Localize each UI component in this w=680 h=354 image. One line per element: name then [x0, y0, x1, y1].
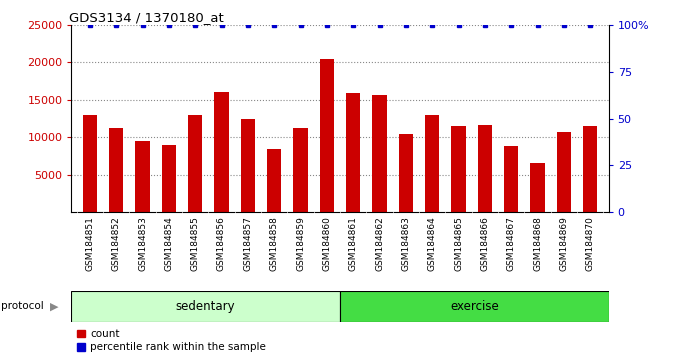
Bar [162, 145, 176, 212]
Text: protocol: protocol [1, 301, 44, 311]
Text: GSM184869: GSM184869 [560, 216, 568, 271]
Legend: count, percentile rank within the sample: count, percentile rank within the sample [77, 329, 266, 352]
Text: GSM184856: GSM184856 [217, 216, 226, 271]
Bar [425, 115, 439, 212]
Text: GSM184861: GSM184861 [349, 216, 358, 271]
Bar [398, 135, 413, 212]
Bar [340, 291, 609, 322]
Bar [71, 291, 340, 322]
Text: GSM184863: GSM184863 [401, 216, 410, 271]
Text: GSM184852: GSM184852 [112, 216, 120, 271]
Text: GSM184865: GSM184865 [454, 216, 463, 271]
Bar [557, 132, 571, 212]
Text: GSM184868: GSM184868 [533, 216, 542, 271]
Text: GSM184860: GSM184860 [322, 216, 331, 271]
Bar [109, 129, 123, 212]
Text: exercise: exercise [450, 300, 498, 313]
Text: GDS3134 / 1370180_at: GDS3134 / 1370180_at [69, 11, 224, 24]
Bar [320, 58, 334, 212]
Bar [372, 95, 387, 212]
Text: GSM184855: GSM184855 [190, 216, 200, 271]
Bar [241, 119, 255, 212]
Text: GSM184853: GSM184853 [138, 216, 147, 271]
Bar [452, 126, 466, 212]
Text: GSM184857: GSM184857 [243, 216, 252, 271]
Bar [135, 141, 150, 212]
Bar [504, 145, 518, 212]
Text: GSM184870: GSM184870 [585, 216, 595, 271]
Bar [267, 149, 282, 212]
Bar [477, 125, 492, 212]
Bar [214, 92, 228, 212]
Text: GSM184854: GSM184854 [165, 216, 173, 271]
Bar [583, 126, 598, 212]
Text: GSM184862: GSM184862 [375, 216, 384, 271]
Text: GSM184851: GSM184851 [85, 216, 95, 271]
Text: ▶: ▶ [50, 301, 58, 311]
Bar [530, 163, 545, 212]
Text: GSM184864: GSM184864 [428, 216, 437, 271]
Bar [346, 93, 360, 212]
Text: GSM184867: GSM184867 [507, 216, 515, 271]
Bar [82, 115, 97, 212]
Text: sedentary: sedentary [176, 300, 235, 313]
Text: GSM184859: GSM184859 [296, 216, 305, 271]
Bar [188, 115, 203, 212]
Text: GSM184866: GSM184866 [480, 216, 490, 271]
Text: GSM184858: GSM184858 [270, 216, 279, 271]
Bar [293, 127, 308, 212]
